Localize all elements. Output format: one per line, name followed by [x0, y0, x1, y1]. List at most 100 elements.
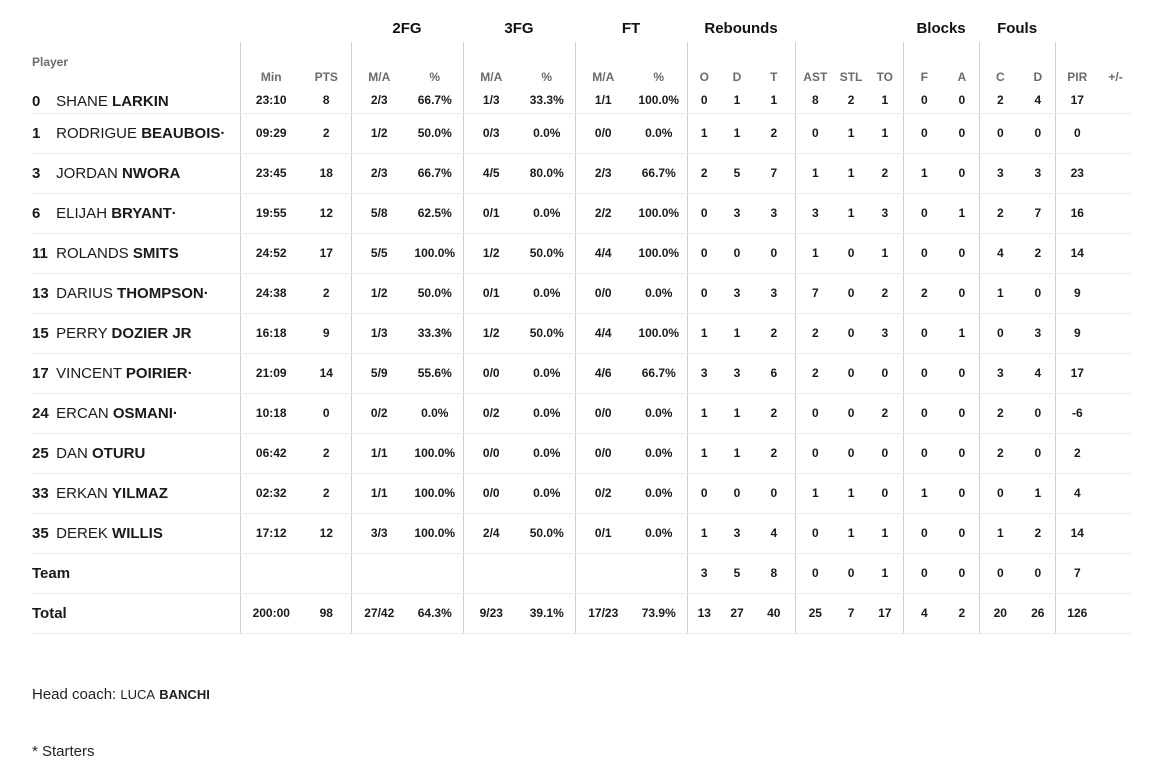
player-cell[interactable]: 15 PERRY DOZIER JR: [32, 313, 240, 354]
stat-foul-c: 2: [978, 433, 1022, 474]
stat-2fg-pct: [407, 553, 463, 594]
stat-ft-pct: 100.0%: [631, 93, 688, 114]
player-cell[interactable]: 25 DAN OTURU: [32, 433, 240, 474]
stat-pts: 12: [302, 193, 351, 234]
stat-reb-t: 6: [753, 353, 796, 394]
player-last-name: THOMPSON·: [117, 284, 209, 302]
stat-3fg-ma: 0/2: [462, 393, 519, 434]
head-coach-last-name: BANCHI: [159, 687, 210, 702]
stat-2fg-ma: 0/2: [350, 393, 407, 434]
stat-3fg-ma: 0/0: [462, 433, 519, 474]
stat-blk-f: 0: [902, 553, 946, 594]
stat-ast: 3: [794, 193, 836, 234]
player-first-name: ERCAN: [56, 404, 109, 422]
player-cell[interactable]: 13 DARIUS THOMPSON·: [32, 273, 240, 314]
player-number: 11: [32, 244, 48, 262]
stat-foul-d: 2: [1021, 513, 1056, 554]
stat-3fg-pct: 0.0%: [519, 433, 575, 474]
stat-foul-d: 0: [1021, 433, 1056, 474]
stat-ft-ma: 2/2: [574, 193, 631, 234]
player-first-name: ROLANDS: [56, 244, 129, 262]
group-rebounds: Rebounds: [704, 19, 778, 37]
group-2fg: 2FG: [392, 19, 422, 37]
stat-reb-o: 13: [686, 593, 722, 634]
player-cell[interactable]: 1 RODRIGUE BEAUBOIS·: [32, 113, 240, 154]
player-row: 25 DAN OTURU 06:42 2 1/1 100.0% 0/0 0.0% 0/0 0.0…: [32, 433, 1133, 474]
stat-reb-o: 2: [686, 153, 722, 194]
stat-3fg-pct: 80.0%: [519, 153, 575, 194]
col-foul-c: C: [978, 42, 1022, 93]
stat-reb-t: 3: [753, 193, 796, 234]
stat-to: 1: [867, 113, 904, 154]
stat-blk-f: 1: [902, 153, 946, 194]
stat-blk-f: 4: [902, 593, 946, 634]
stat-reb-d: 5: [721, 153, 754, 194]
stat-stl: 0: [835, 273, 868, 314]
stat-min: 02:32: [239, 473, 302, 514]
stat-foul-c: 1: [978, 513, 1022, 554]
column-header-row: Player Min PTS M/A % M/A % M/A % O D T A…: [32, 42, 1132, 93]
player-row: 24 ERCAN OSMANI· 10:18 0 0/2 0.0% 0/2 0.0% 0/0 0…: [32, 393, 1133, 434]
player-cell[interactable]: 17 VINCENT POIRIER·: [32, 353, 240, 394]
stat-foul-c: 0: [978, 113, 1022, 154]
group-header-row: 2FG 3FG FT Rebounds Blocks Fouls: [32, 14, 1132, 42]
stat-foul-c: 2: [978, 193, 1022, 234]
stat-3fg-ma: 9/23: [462, 593, 519, 634]
stat-blk-a: 0: [945, 93, 980, 114]
stat-ft-ma: 0/0: [574, 393, 631, 434]
stat-stl: 2: [835, 93, 868, 114]
stat-plus-minus: [1099, 93, 1133, 114]
stat-pir: 16: [1054, 193, 1100, 234]
stat-reb-t: 1: [753, 93, 796, 114]
stat-ft-pct: 73.9%: [631, 593, 688, 634]
stat-ft-ma: 0/1: [574, 513, 631, 554]
group-3fg: 3FG: [504, 19, 534, 37]
stat-reb-d: 5: [721, 553, 754, 594]
stat-2fg-ma: [350, 553, 407, 594]
player-first-name: RODRIGUE: [56, 124, 138, 142]
col-3fg-ma: M/A: [462, 42, 519, 93]
stat-pts: 14: [302, 353, 351, 394]
stat-stl: 1: [835, 513, 868, 554]
player-cell[interactable]: 33 ERKAN YILMAZ: [32, 473, 240, 514]
stat-ft-pct: [631, 553, 688, 594]
group-ft: FT: [621, 19, 641, 37]
stat-pir: 4: [1054, 473, 1100, 514]
player-cell[interactable]: 0 SHANE LARKIN: [32, 93, 240, 114]
stat-min: 23:10: [239, 93, 302, 114]
stat-blk-f: 0: [902, 513, 946, 554]
player-cell[interactable]: 24 ERCAN OSMANI·: [32, 393, 240, 434]
stat-reb-o: 0: [686, 473, 722, 514]
stat-ast: 0: [794, 433, 836, 474]
stat-ft-ma: 4/6: [574, 353, 631, 394]
player-cell[interactable]: 6 ELIJAH BRYANT·: [32, 193, 240, 234]
stat-pts: 2: [302, 273, 351, 314]
stat-to: 3: [867, 193, 904, 234]
total-row-label: Total: [32, 593, 240, 634]
player-number: 35: [32, 524, 49, 542]
stat-pir: -6: [1054, 393, 1100, 434]
stat-pir: 7: [1054, 553, 1100, 594]
stat-plus-minus: [1099, 313, 1133, 354]
stat-ast: 7: [794, 273, 836, 314]
player-cell[interactable]: 35 DEREK WILLIS: [32, 513, 240, 554]
stat-pts: 2: [302, 433, 351, 474]
stat-3fg-pct: 50.0%: [519, 233, 575, 274]
stat-min: 24:52: [239, 233, 302, 274]
stat-blk-f: 2: [902, 273, 946, 314]
player-cell[interactable]: 11 ROLANDS SMITS: [32, 233, 240, 274]
stat-to: 2: [867, 273, 904, 314]
stat-min: 16:18: [239, 313, 302, 354]
player-cell[interactable]: 3 JORDAN NWORA: [32, 153, 240, 194]
stat-blk-f: 0: [902, 93, 946, 114]
stat-min: 23:45: [239, 153, 302, 194]
stat-pts: 2: [302, 473, 351, 514]
stat-2fg-pct: 100.0%: [407, 433, 463, 474]
stat-plus-minus: [1099, 553, 1133, 594]
group-fouls: Fouls: [997, 19, 1038, 37]
col-ft-ma: M/A: [574, 42, 631, 93]
group-blocks: Blocks: [916, 19, 966, 37]
col-reb-d: D: [732, 70, 742, 84]
player-row: 33 ERKAN YILMAZ 02:32 2 1/1 100.0% 0/0 0.0% 0/2…: [32, 473, 1133, 514]
stat-to: 1: [867, 553, 904, 594]
